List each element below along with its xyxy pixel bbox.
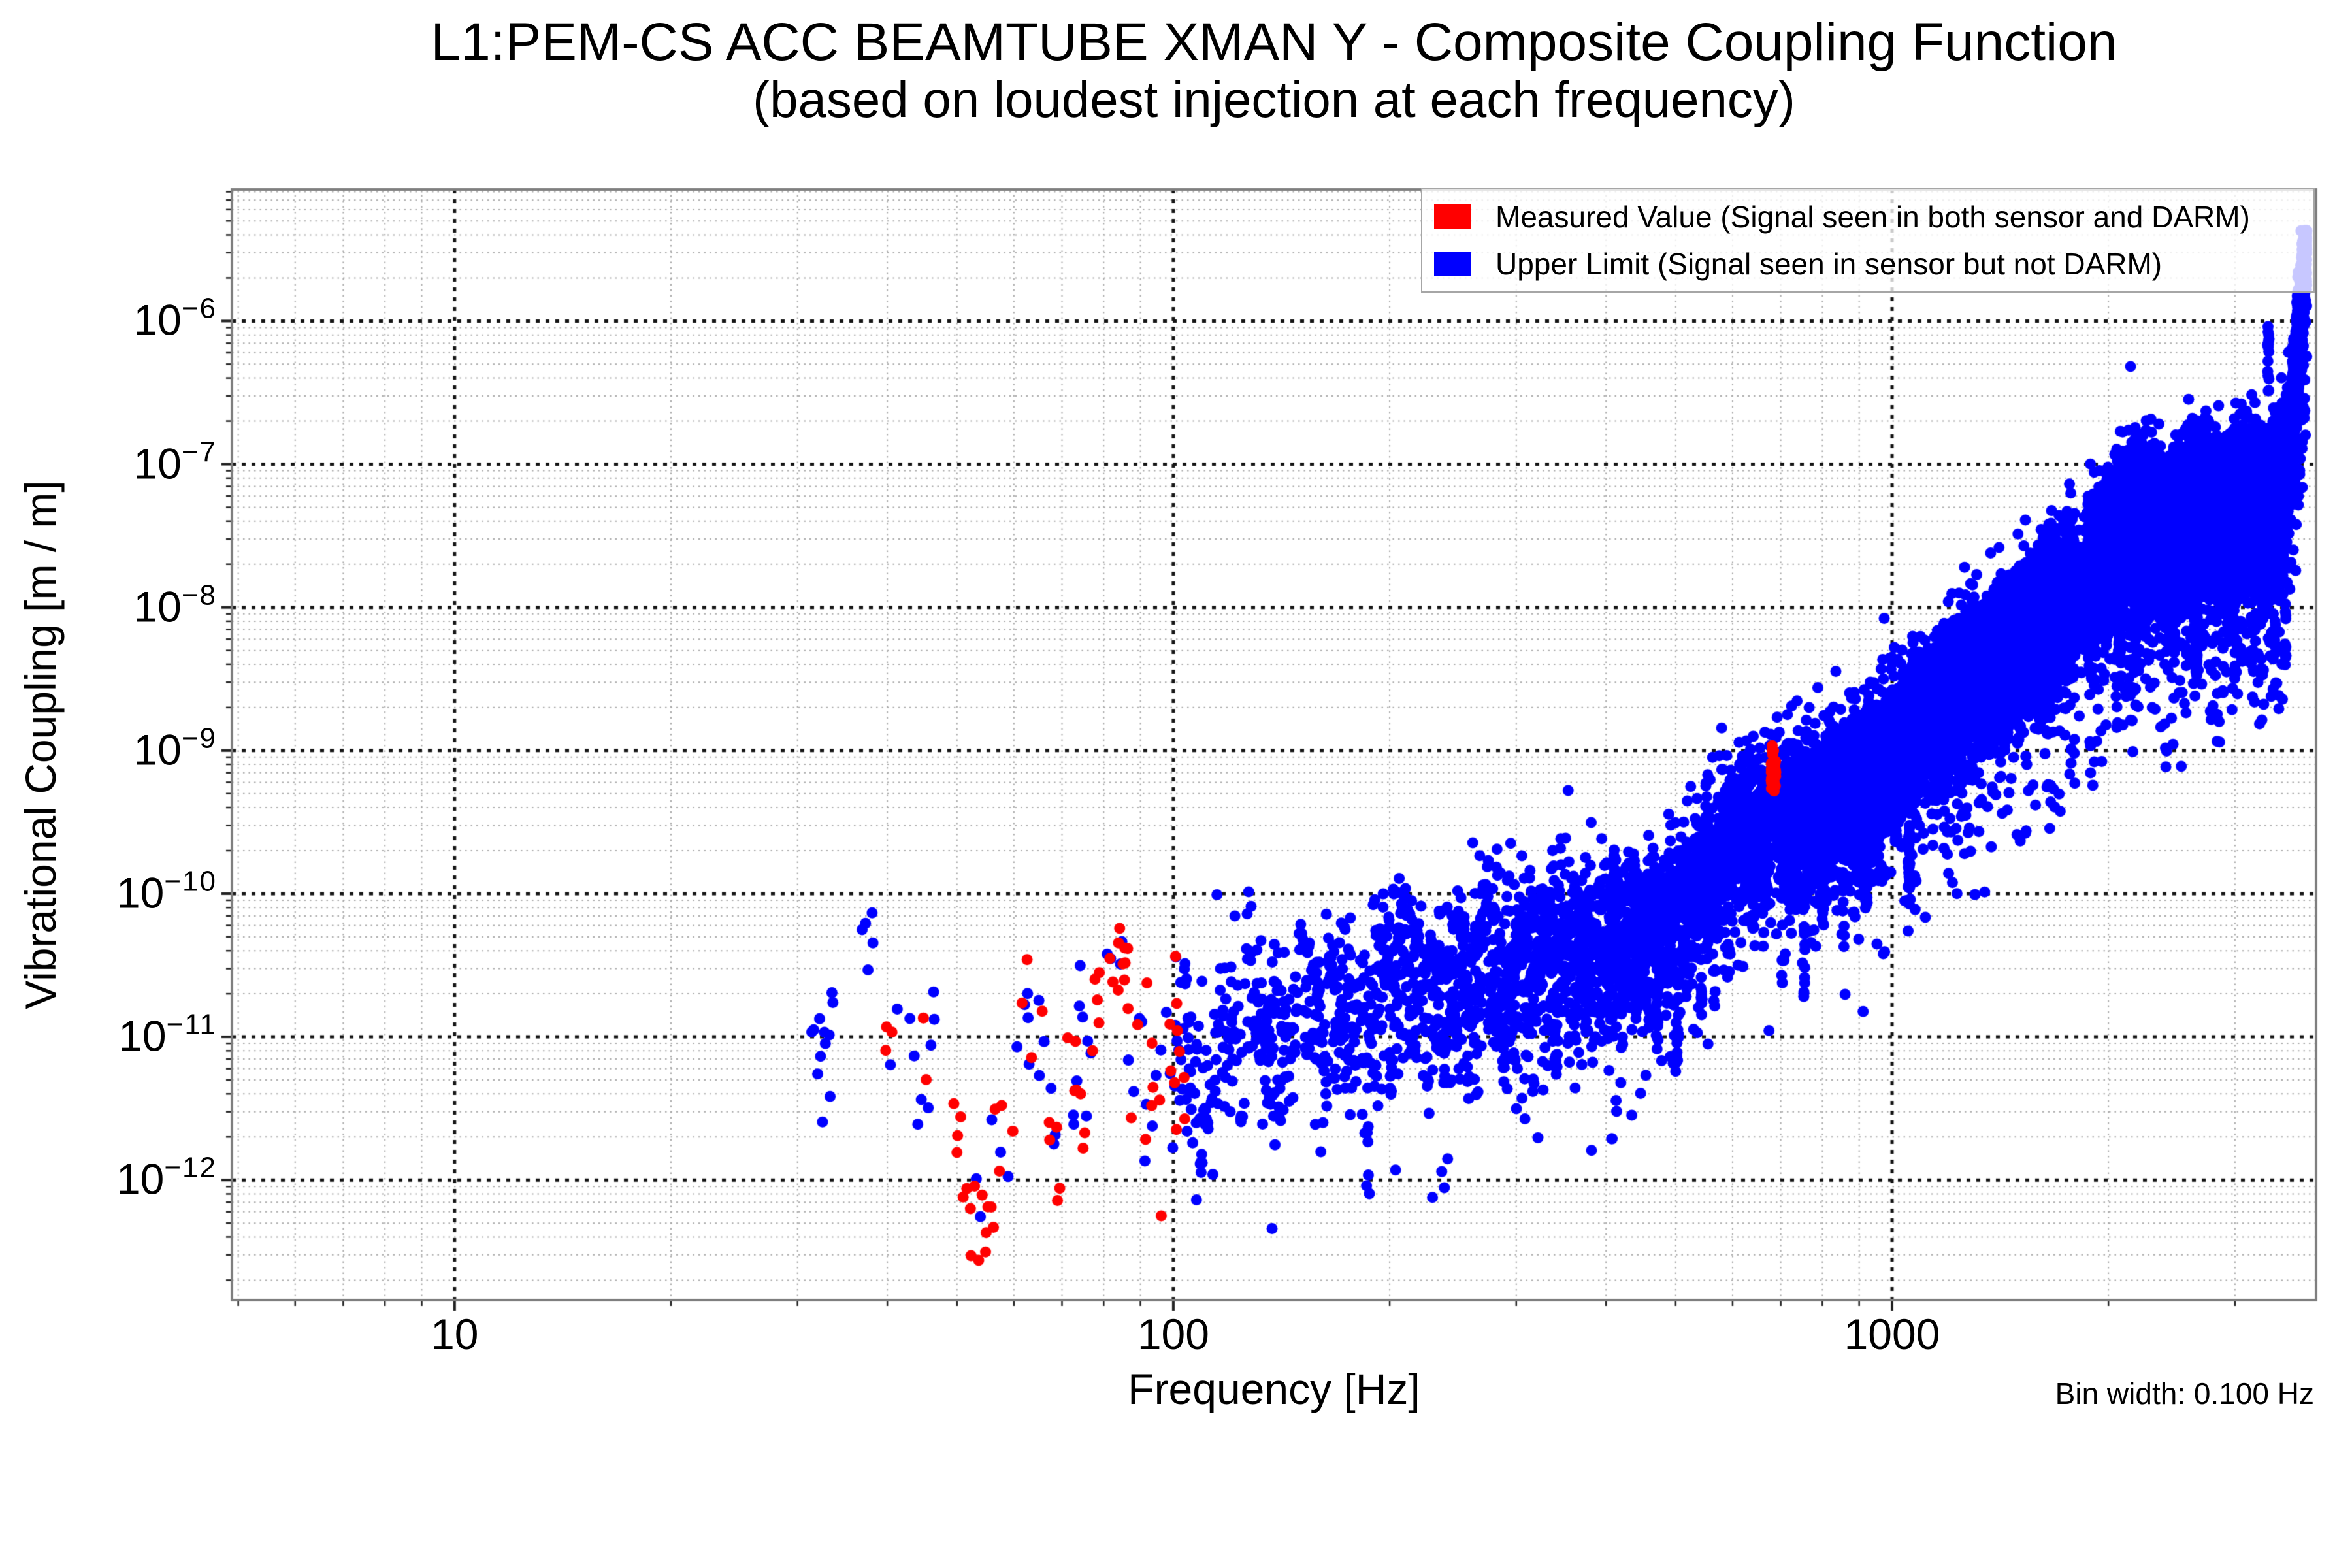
legend-entry-upper-limit: Upper Limit (Signal seen in sensor but n… (1434, 247, 2162, 281)
measured-value-swatch-icon (1434, 204, 1471, 229)
x-axis-label: Frequency [Hz] (1128, 1365, 1420, 1413)
y-tick-label-1e-8: 10−8 (133, 579, 217, 631)
legend-label-upper-limit: Upper Limit (Signal seen in sensor but n… (1495, 247, 2163, 281)
chart-title: L1:PEM-CS ACC BEAMTUBE XMAN Y - Composit… (431, 12, 2117, 72)
y-tick-label-1e-10: 10−10 (116, 865, 217, 917)
legend: Measured Value (Signal seen in both sens… (1421, 188, 2315, 293)
y-tick-label-1e-12: 10−12 (116, 1151, 217, 1203)
x-tick-label-10: 10 (431, 1310, 479, 1358)
y-tick-label-1e-11: 10−11 (118, 1008, 217, 1060)
y-tick-label-1e-9: 10−9 (133, 722, 217, 774)
y-tick-label-1e-6: 10−6 (133, 292, 217, 344)
bin-width-note: Bin width: 0.100 Hz (2055, 1377, 2314, 1411)
x-tick-label-1000: 1000 (1844, 1310, 1940, 1358)
x-tick-label-100: 100 (1137, 1310, 1209, 1358)
legend-label-measured: Measured Value (Signal seen in both sens… (1495, 200, 2250, 234)
y-axis-label: Vibrational Coupling [m / m] (16, 480, 65, 1009)
upper-limit-swatch-icon (1434, 252, 1471, 276)
legend-entry-measured: Measured Value (Signal seen in both sens… (1434, 200, 2250, 234)
chart-subtitle: (based on loudest injection at each freq… (753, 71, 1795, 128)
y-tick-label-1e-7: 10−7 (133, 436, 217, 488)
